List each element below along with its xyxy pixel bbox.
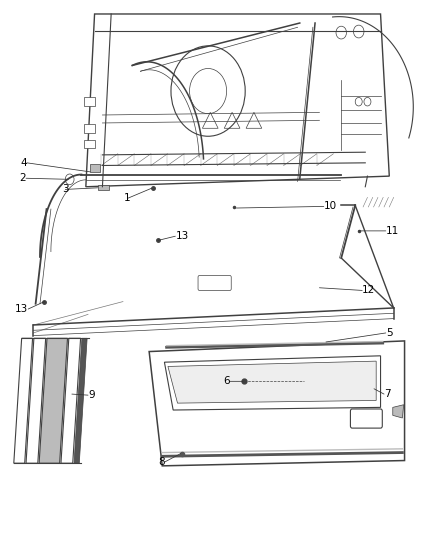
- FancyBboxPatch shape: [84, 98, 95, 106]
- Polygon shape: [149, 341, 405, 466]
- Polygon shape: [168, 361, 376, 403]
- Text: 2: 2: [19, 173, 26, 183]
- FancyBboxPatch shape: [84, 124, 95, 133]
- FancyBboxPatch shape: [350, 409, 382, 428]
- Text: 9: 9: [88, 390, 95, 400]
- Polygon shape: [14, 338, 32, 463]
- Text: 4: 4: [20, 158, 27, 168]
- FancyBboxPatch shape: [198, 276, 231, 290]
- Text: 5: 5: [386, 328, 392, 338]
- Text: 10: 10: [324, 201, 337, 212]
- Text: 13: 13: [15, 304, 28, 314]
- Text: 6: 6: [223, 376, 230, 386]
- FancyBboxPatch shape: [98, 185, 109, 190]
- FancyBboxPatch shape: [84, 140, 95, 149]
- Polygon shape: [39, 338, 67, 463]
- Polygon shape: [74, 338, 87, 463]
- Text: 8: 8: [158, 457, 164, 467]
- Polygon shape: [61, 338, 81, 463]
- Polygon shape: [26, 338, 46, 463]
- Text: 3: 3: [62, 184, 69, 195]
- Text: 12: 12: [362, 286, 375, 295]
- Polygon shape: [164, 356, 381, 410]
- Text: 7: 7: [384, 389, 391, 399]
- Text: 1: 1: [124, 193, 131, 204]
- Text: 13: 13: [175, 231, 189, 241]
- FancyBboxPatch shape: [90, 165, 100, 172]
- Text: 11: 11: [386, 226, 399, 236]
- Polygon shape: [393, 405, 404, 418]
